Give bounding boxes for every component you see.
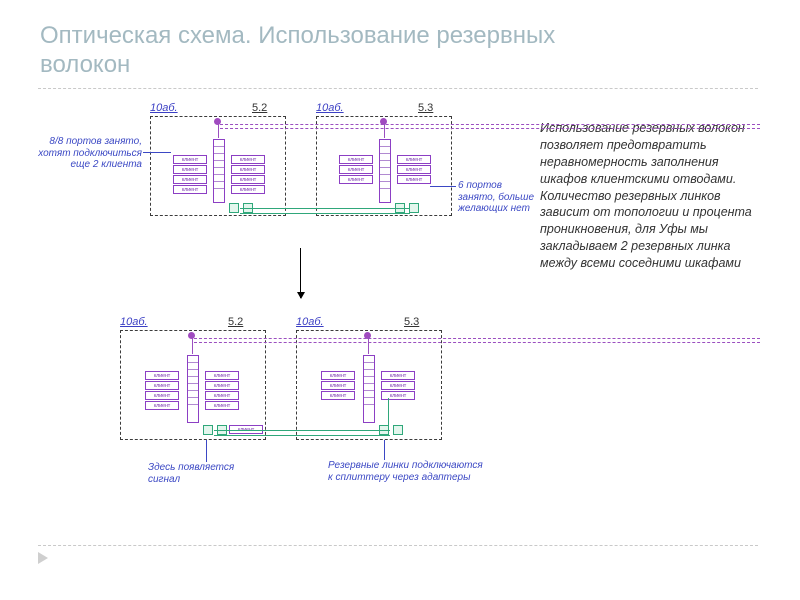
client-box: клиент [231, 165, 265, 174]
cabinet-num: 5.2 [252, 102, 267, 114]
client-box: клиент [231, 175, 265, 184]
divider-top [38, 88, 758, 89]
cabinet-num: 5.3 [418, 102, 433, 114]
cabinet-label: 10аб. [316, 102, 344, 114]
client-box: клиент [397, 165, 431, 174]
splitter [213, 139, 225, 203]
note-signal-here: Здесь появляетсясигнал [148, 462, 268, 485]
note-reserve-adapters: Резервные линки подключаютсяк сплиттеру … [328, 460, 528, 483]
client-box: клиент [397, 175, 431, 184]
client-box: клиент [381, 371, 415, 380]
note-leader [384, 440, 385, 460]
client-box: клиент [321, 381, 355, 390]
reserve-link [214, 430, 390, 431]
trunk-line [220, 124, 760, 125]
splitter [379, 139, 391, 203]
cabinet-num: 5.3 [404, 316, 419, 328]
note-ports-free: 6 портовзанято, большежелающих нет [458, 180, 558, 215]
reserve-link [214, 435, 390, 436]
reserve-link [240, 208, 410, 209]
cabinet-num: 5.2 [228, 316, 243, 328]
trunk-line [194, 342, 760, 343]
note-leader [206, 440, 207, 462]
reserve-link [240, 213, 410, 214]
client-box: клиент [173, 185, 207, 194]
cabinet-label: 10аб. [120, 316, 148, 328]
client-box: клиент [205, 381, 239, 390]
note-ports-full: 8/8 портов занято,хотят подключитьсяеще … [30, 136, 142, 171]
adapter-icon [393, 425, 403, 435]
fiber-stub [192, 335, 193, 354]
divider-bottom [38, 545, 758, 546]
body-text: Использование резервных волокон позволяе… [540, 120, 758, 272]
client-box: клиент [173, 165, 207, 174]
client-box: клиент [231, 155, 265, 164]
client-box: клиент [145, 371, 179, 380]
cabinet: клиент клиент клиент клиент клиент клиен… [120, 330, 266, 440]
trunk-line [220, 128, 760, 129]
splitter [187, 355, 199, 423]
page-title: Оптическая схема. Использование резервны… [40, 22, 560, 80]
reserve-link [388, 398, 389, 432]
client-box: клиент [205, 401, 239, 410]
client-box: клиент [339, 155, 373, 164]
client-box: клиент [397, 155, 431, 164]
splitter [363, 355, 375, 423]
trunk-line [194, 338, 760, 339]
client-box: клиент [145, 401, 179, 410]
cabinet-label: 10аб. [150, 102, 178, 114]
client-box: клиент [381, 381, 415, 390]
note-leader [143, 152, 171, 153]
client-box: клиент [205, 391, 239, 400]
note-leader [430, 186, 456, 187]
client-box: клиент [173, 175, 207, 184]
cabinet-label: 10аб. [296, 316, 324, 328]
client-box: клиент [321, 391, 355, 400]
client-box: клиент [381, 391, 415, 400]
footer-triangle-icon [38, 552, 48, 564]
client-box: клиент [339, 175, 373, 184]
adapter-icon [409, 203, 419, 213]
client-box: клиент [145, 381, 179, 390]
adapter-icon [203, 425, 213, 435]
client-box: клиент [145, 391, 179, 400]
client-box: клиент [205, 371, 239, 380]
fiber-stub [218, 121, 219, 138]
arrow-down-icon [300, 248, 301, 298]
adapter-icon [229, 203, 239, 213]
client-box: клиент [321, 371, 355, 380]
client-box: клиент [339, 165, 373, 174]
client-box: клиент [231, 185, 265, 194]
client-box: клиент [173, 155, 207, 164]
cabinet: клиент клиент клиент клиент клиент клиен… [296, 330, 442, 440]
